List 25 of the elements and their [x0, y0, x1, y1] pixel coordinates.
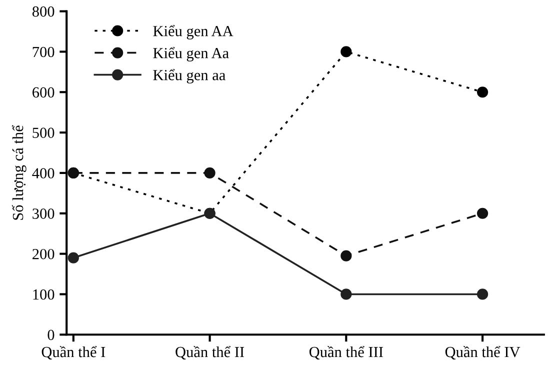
y-tick-label: 300: [32, 208, 54, 219]
x-tick-label: Quần thể IV: [445, 346, 520, 360]
x-tick-label: Quần thể I: [42, 346, 106, 360]
point: [340, 288, 352, 300]
y-tick-label: 100: [33, 289, 54, 300]
point: [340, 46, 352, 58]
point: [476, 288, 488, 300]
y-tick-label: 400: [32, 168, 54, 178]
x-tick-label: Quần thể III: [309, 346, 383, 360]
legend-label: Kiểu gen aa: [153, 69, 226, 84]
y-tick-label: 700: [32, 46, 54, 58]
x-tick-label: Quần thể II: [176, 346, 244, 360]
y-tick-label: 200: [32, 248, 54, 260]
y-tick-label: 800: [32, 6, 54, 17]
legend-label: Kiểu gen AA: [153, 25, 234, 40]
y-axis-title: Số lượng cá thể: [12, 125, 26, 220]
point: [204, 167, 216, 179]
point: [68, 252, 79, 264]
point: [476, 86, 488, 98]
y-tick-label: 600: [32, 87, 54, 98]
y-tick-label: 500: [32, 128, 54, 138]
y-tick-label: 0: [48, 330, 54, 340]
legend-label: Kiểu gen Aa: [153, 47, 229, 62]
point: [340, 250, 352, 262]
point: [476, 208, 488, 219]
